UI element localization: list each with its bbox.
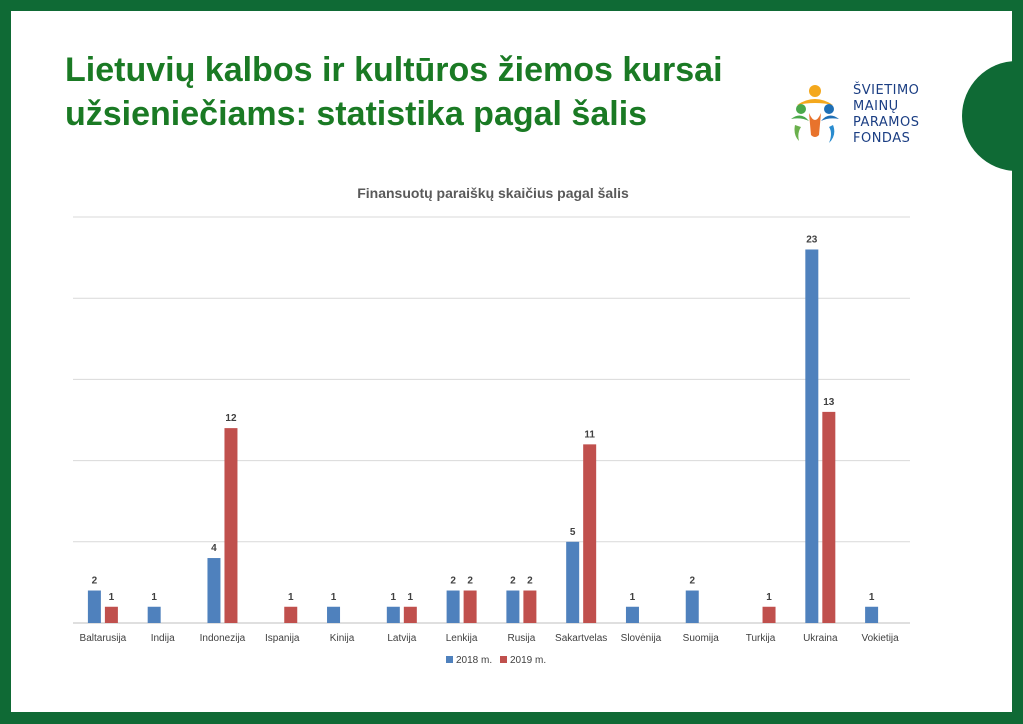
- bar: [865, 606, 879, 623]
- data-label: 2: [689, 576, 695, 587]
- x-tick-labels: Baltarusija Indija Indonezija Ispanija Kinij…: [80, 633, 900, 644]
- x-tick-label: Indonezija: [200, 633, 246, 644]
- bar-chart: Finansuotų paraiškų skaičius pagal šalis…: [73, 185, 910, 666]
- legend-swatch: [500, 656, 507, 663]
- data-label: 1: [151, 592, 157, 603]
- bar: [446, 590, 460, 623]
- title-line-1: Lietuvių kalbos ir kultūros žiemos kursa…: [65, 51, 723, 89]
- data-label: 2: [450, 576, 456, 587]
- data-label: 2: [92, 576, 98, 587]
- bar: [805, 249, 819, 624]
- fund-logo: ŠVIETIMO MAINŲ PARAMOS FONDAS: [783, 83, 943, 163]
- x-tick-label: Vokietija: [861, 633, 899, 644]
- logo-line: ŠVIETIMO: [853, 83, 920, 98]
- data-label: 1: [408, 592, 414, 603]
- data-label: 2: [510, 576, 516, 587]
- bar: [685, 590, 699, 623]
- x-tick-label: Sakartvelas: [555, 633, 607, 644]
- x-tick-label: Kinija: [330, 633, 355, 644]
- chart-title: Finansuotų paraiškų skaičius pagal šalis: [357, 185, 629, 201]
- slide: Lietuvių kalbos ir kultūros žiemos kursa…: [11, 11, 1012, 712]
- bar: [147, 606, 161, 623]
- x-tick-label: Rusija: [507, 633, 535, 644]
- x-tick-label: Slovėnija: [621, 633, 662, 644]
- x-tick-label: Suomija: [683, 633, 720, 644]
- bar: [583, 444, 597, 623]
- data-label: 13: [823, 397, 835, 408]
- chart-area: Finansuotų paraiškų skaičius pagal šalis…: [11, 11, 1012, 712]
- bar: [506, 590, 520, 623]
- data-label: 5: [570, 527, 576, 538]
- page-title: Lietuvių kalbos ir kultūros žiemos kursa…: [65, 48, 765, 136]
- x-tick-label: Turkija: [746, 633, 776, 644]
- data-label: 2: [527, 576, 533, 587]
- data-label: 12: [225, 413, 237, 424]
- data-label: 4: [211, 543, 217, 554]
- bars: [87, 249, 879, 624]
- bar: [207, 558, 221, 623]
- data-label: 11: [584, 429, 595, 440]
- data-label: 1: [109, 592, 115, 603]
- x-tick-label: Ukraina: [803, 633, 838, 644]
- bar: [327, 606, 341, 623]
- data-label: 1: [391, 592, 397, 603]
- legend: 2018 m. 2019 m.: [446, 655, 546, 666]
- x-tick-label: Lenkija: [446, 633, 478, 644]
- bar: [284, 606, 298, 623]
- bar: [87, 590, 101, 623]
- bar: [104, 606, 118, 623]
- logo-figures-icon: [791, 85, 839, 143]
- logo-line: FONDAS: [853, 131, 911, 146]
- logo-text: ŠVIETIMO MAINŲ PARAMOS FONDAS: [853, 83, 920, 147]
- logo-line: PARAMOS: [853, 115, 920, 130]
- data-label: 23: [806, 234, 818, 245]
- bar: [625, 606, 639, 623]
- bar: [566, 541, 580, 623]
- logo-line: MAINŲ: [853, 99, 899, 114]
- bar: [463, 590, 477, 623]
- legend-label: 2018 m.: [456, 655, 492, 666]
- data-label: 1: [288, 592, 294, 603]
- x-tick-label: Ispanija: [265, 633, 300, 644]
- bar: [224, 428, 238, 623]
- data-label: 1: [766, 592, 772, 603]
- title-line-2: užsieniečiams: statistika pagal šalis: [65, 95, 648, 133]
- bar: [386, 606, 400, 623]
- bar: [403, 606, 417, 623]
- bar: [523, 590, 537, 623]
- data-label: 1: [331, 592, 337, 603]
- x-tick-label: Indija: [151, 633, 175, 644]
- data-label: 1: [630, 592, 636, 603]
- bar: [822, 411, 836, 623]
- bar: [762, 606, 776, 623]
- data-label: 1: [869, 592, 875, 603]
- x-tick-label: Latvija: [387, 633, 416, 644]
- legend-label: 2019 m.: [510, 655, 546, 666]
- x-tick-label: Baltarusija: [80, 633, 127, 644]
- gridlines: [73, 216, 910, 624]
- legend-swatch: [446, 656, 453, 663]
- data-label: 2: [467, 576, 473, 587]
